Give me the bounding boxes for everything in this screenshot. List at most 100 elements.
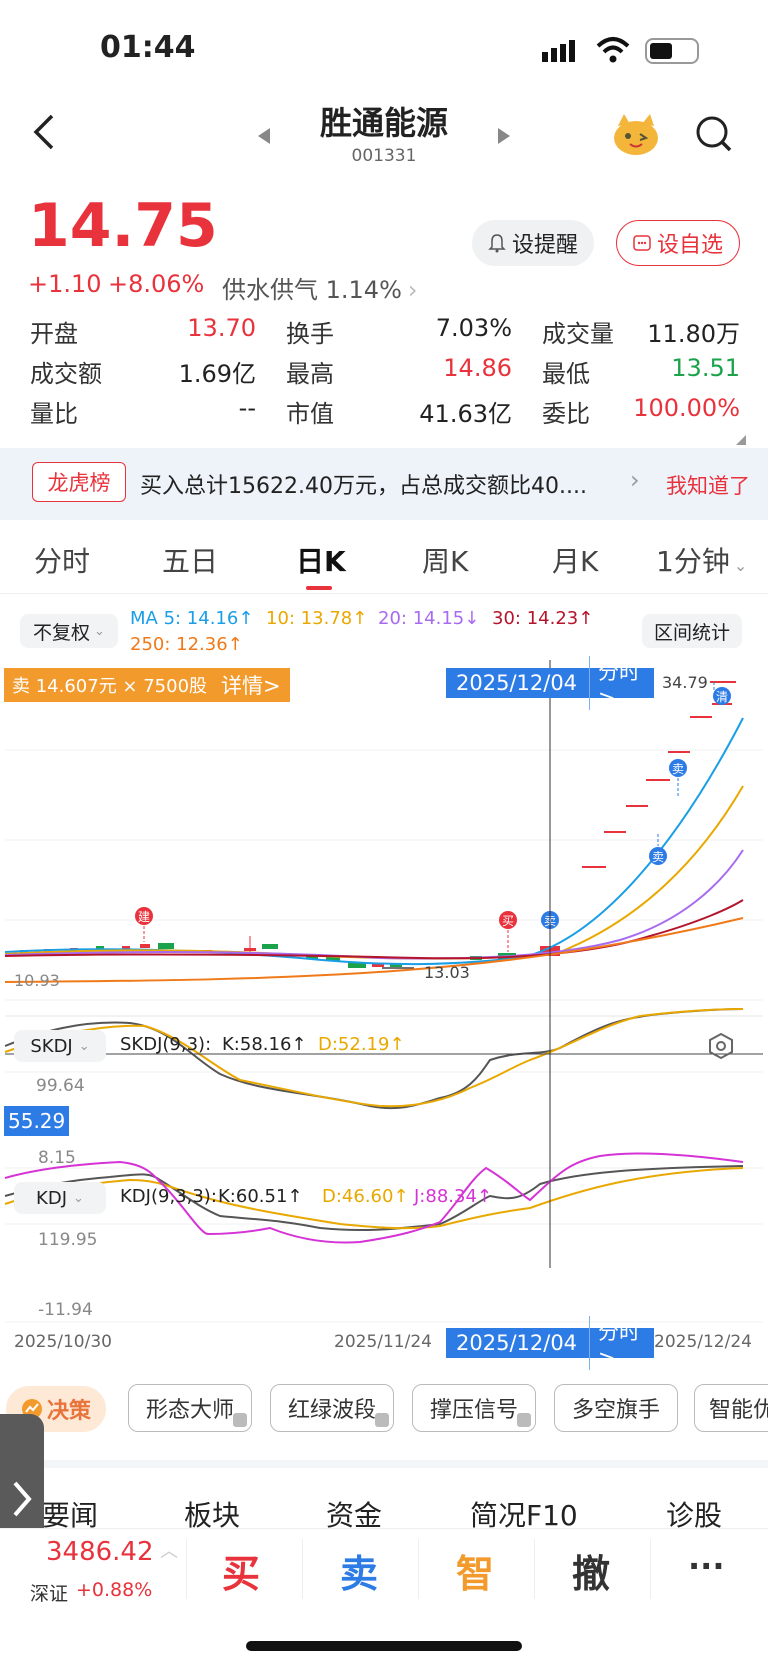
- tab-one-minute[interactable]: 1分钟 ⌄: [656, 540, 747, 580]
- expand-corner-icon[interactable]: [736, 430, 746, 449]
- kdj-k-line: [4, 1165, 744, 1232]
- stat-value-mktcap: 41.63亿: [419, 400, 512, 428]
- adjust-select[interactable]: 不复权 ⌄: [20, 614, 118, 648]
- stat-label-vol-ratio: 量比: [30, 400, 78, 428]
- skdj-bottom-label: 8.15: [38, 1148, 76, 1168]
- nav-tab-sector[interactable]: 板块: [184, 1499, 241, 1532]
- skdj-k-value: K:58.16↑: [222, 1034, 307, 1055]
- tab-intraday[interactable]: 分时: [34, 545, 91, 578]
- stat-label-mktcap: 市值: [286, 400, 334, 428]
- chip-label: 撑压信号: [429, 1398, 518, 1423]
- trade-detail-link: 详情>: [221, 674, 281, 698]
- trade-banner[interactable]: 卖 14.607元 × 7500股 详情>: [4, 668, 290, 702]
- back-icon[interactable]: [30, 112, 60, 156]
- price-change: +1.10: [28, 270, 102, 298]
- range-stats-button[interactable]: 区间统计: [642, 614, 742, 648]
- signal-icon: [542, 38, 582, 64]
- lhb-banner[interactable]: 龙虎榜 买入总计15622.40万元，占总成交额比40.... › 我知道了: [0, 448, 768, 520]
- cancel-button[interactable]: 撤: [572, 1552, 611, 1596]
- buy-button[interactable]: 买: [222, 1552, 261, 1596]
- index-name: 深证: [30, 1583, 69, 1605]
- stat-value-vol-ratio: --: [238, 394, 256, 422]
- chevron-right-icon: ›: [407, 276, 418, 304]
- ma250-legend: 250: 12.36↑: [130, 634, 243, 655]
- kdj-d-line: [4, 1167, 744, 1230]
- current-price: 14.75: [28, 191, 218, 261]
- battery-icon: [645, 38, 699, 64]
- sector-link[interactable]: 供水供气 1.14% ›: [222, 270, 417, 305]
- x-axis-end: 2025/12/24: [654, 1332, 752, 1352]
- tab-five-day[interactable]: 五日: [162, 545, 219, 578]
- nav-tab-profile[interactable]: 简况F10: [470, 1499, 578, 1532]
- nav-tab-funds[interactable]: 资金: [326, 1499, 383, 1532]
- crosshair-date-bottom[interactable]: 2025/12/04 分时 >: [446, 1316, 654, 1370]
- price-max-label: 34.79: [662, 673, 708, 692]
- smart-button[interactable]: 智: [456, 1552, 495, 1596]
- kdj-k-value: K:60.51↑: [218, 1186, 303, 1207]
- search-icon[interactable]: [694, 114, 734, 158]
- chart-tabs: 分时 五日 日K 周K 月K 1分钟 ⌄: [0, 520, 768, 594]
- set-alert-label: 设提醒: [511, 233, 578, 258]
- stat-value-volume: 11.80万: [647, 320, 740, 348]
- tab-daily-k[interactable]: 日K: [296, 545, 346, 578]
- chip-smart[interactable]: 智能优: [694, 1384, 768, 1432]
- mascot-icon[interactable]: [612, 112, 660, 160]
- skdj-params: SKDJ(9,3):: [120, 1034, 212, 1055]
- buy-marker[interactable]: 买: [499, 911, 517, 952]
- dismiss-button[interactable]: 我知道了: [666, 474, 750, 498]
- set-alert-button[interactable]: 设提醒: [472, 220, 594, 266]
- stat-label-turnover: 换手: [286, 320, 334, 348]
- kdj-d-value: D:46.60↑: [322, 1186, 409, 1207]
- chip-red-green-band[interactable]: 红绿波段: [270, 1384, 394, 1432]
- clear-marker[interactable]: 清: [713, 687, 731, 705]
- prev-stock-icon[interactable]: [256, 126, 272, 150]
- crosshair-date-top[interactable]: 2025/12/04 分时 >: [446, 656, 654, 710]
- settings-hex-icon[interactable]: [708, 1032, 734, 1064]
- strategy-badge[interactable]: 决策: [6, 1386, 106, 1432]
- stat-value-amount: 1.69亿: [178, 360, 256, 388]
- chip-bull-bear[interactable]: 多空旗手: [554, 1384, 678, 1432]
- stat-label-high: 最高: [286, 360, 334, 388]
- chip-pattern-master[interactable]: 形态大师: [128, 1384, 252, 1432]
- divider: [302, 1539, 303, 1599]
- kdj-select[interactable]: KDJ ⌄: [14, 1182, 106, 1214]
- chip-label: 红绿波段: [287, 1398, 376, 1423]
- kline-chart[interactable]: 建 买 卖 卖 卖 清 10.93 13.03 34.79: [0, 660, 768, 1340]
- crosshair-date-text: 2025/12/04: [456, 671, 578, 695]
- kdj-j-line: [4, 1152, 744, 1244]
- chip-support-resist[interactable]: 撑压信号: [412, 1384, 536, 1432]
- tab-weekly-k[interactable]: 周K: [422, 545, 469, 578]
- ma10-line: [4, 785, 744, 960]
- ma5-legend: MA 5: 14.16↑: [130, 608, 254, 629]
- skdj-d-value: D:52.19↑: [318, 1034, 405, 1055]
- nav-tab-diagnose[interactable]: 诊股: [666, 1499, 723, 1532]
- ma20-line: [4, 849, 744, 960]
- chevron-down-icon: ⌄: [73, 1190, 84, 1206]
- more-button[interactable]: ···: [688, 1547, 725, 1585]
- build-marker[interactable]: 建: [135, 907, 153, 942]
- next-stock-icon[interactable]: [496, 126, 512, 150]
- divider: [650, 1539, 651, 1599]
- price-low-label: 13.03: [424, 963, 470, 982]
- lock-icon: [375, 1413, 389, 1427]
- chevron-up-icon[interactable]: ︿: [160, 1541, 178, 1562]
- stat-value-order-ratio: 100.00%: [633, 394, 740, 422]
- nav-tab-news[interactable]: 要闻: [42, 1499, 99, 1532]
- stat-label-order-ratio: 委比: [542, 400, 590, 428]
- sell-marker[interactable]: 卖: [669, 759, 687, 796]
- crosshair-intraday-link: 分时 >: [589, 1316, 654, 1370]
- sell-button[interactable]: 卖: [340, 1552, 379, 1596]
- chip-label: 形态大师: [145, 1398, 234, 1423]
- skdj-select[interactable]: SKDJ ⌄: [14, 1030, 106, 1062]
- skdj-top-label: 99.64: [36, 1076, 85, 1096]
- lhb-text: 买入总计15622.40万元，占总成交额比40....: [140, 474, 587, 499]
- index-value[interactable]: 3486.42: [46, 1537, 154, 1567]
- divider: [534, 1539, 535, 1599]
- divider: [418, 1539, 419, 1599]
- sell-marker[interactable]: 卖: [649, 834, 667, 865]
- tab-monthly-k[interactable]: 月K: [552, 545, 599, 578]
- chevron-right-icon: [13, 1481, 32, 1517]
- strategy-label: 决策: [46, 1399, 91, 1424]
- add-watchlist-button[interactable]: 设自选: [616, 220, 740, 266]
- ma10-legend: 10: 13.78↑: [266, 608, 368, 629]
